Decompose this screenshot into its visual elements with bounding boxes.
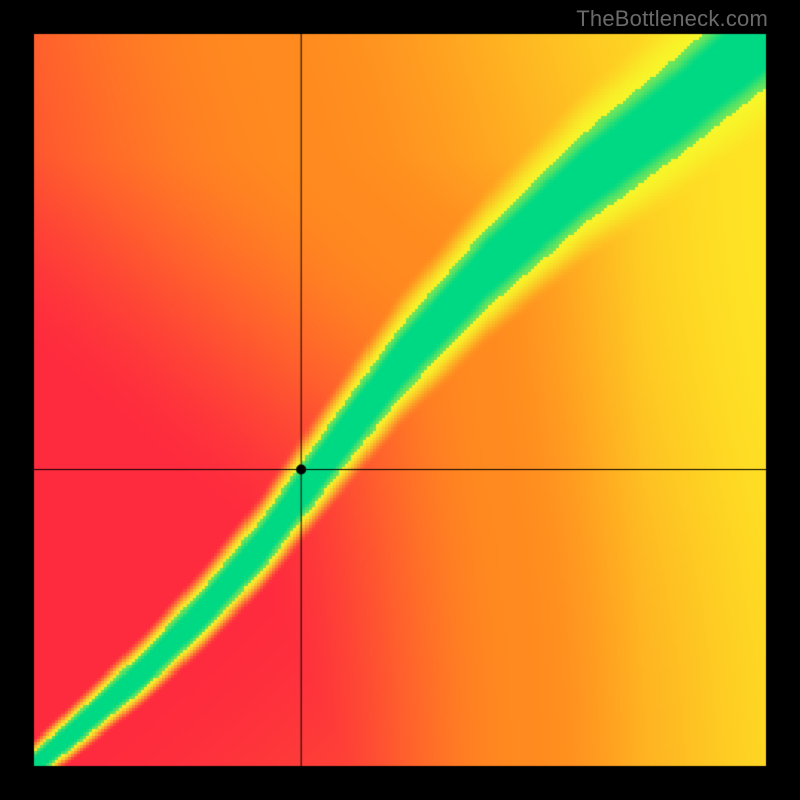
watermark-text: TheBottleneck.com [576,6,768,32]
heatmap-canvas [0,0,800,800]
chart-root: TheBottleneck.com [0,0,800,800]
